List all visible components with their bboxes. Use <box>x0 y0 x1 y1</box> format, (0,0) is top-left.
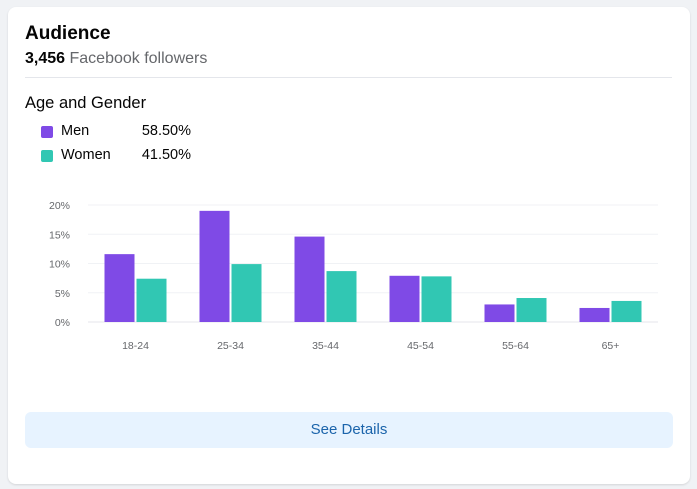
bar-women-35-44[interactable] <box>326 271 357 322</box>
followers-summary: 3,456 Facebook followers <box>25 50 207 68</box>
y-tick-label: 10% <box>49 259 70 271</box>
y-tick-label: 20% <box>49 200 70 212</box>
divider <box>25 77 672 78</box>
bar-men-35-44[interactable] <box>294 236 325 322</box>
legend-item-women: Women 41.50% <box>41 147 201 171</box>
x-tick-label: 18-24 <box>122 340 149 352</box>
x-tick-label: 45-54 <box>407 340 434 352</box>
bar-men-18-24[interactable] <box>104 254 135 322</box>
card-title: Audience <box>25 23 111 44</box>
x-tick-label: 55-64 <box>502 340 529 352</box>
x-tick-label: 25-34 <box>217 340 244 352</box>
legend-label-men: Men <box>61 123 90 139</box>
legend-swatch-women <box>41 150 53 162</box>
chart-legend: Men 58.50% Women 41.50% <box>41 123 201 171</box>
y-tick-label: 0% <box>55 317 70 329</box>
bar-men-65+[interactable] <box>579 307 610 322</box>
bar-men-55-64[interactable] <box>484 304 515 322</box>
bar-women-55-64[interactable] <box>516 298 547 322</box>
bar-women-65+[interactable] <box>611 300 642 322</box>
audience-card: Audience 3,456 Facebook followers Age an… <box>8 7 690 484</box>
legend-label-women: Women <box>61 147 111 163</box>
section-title: Age and Gender <box>25 94 147 112</box>
legend-pct-men: 58.50% <box>141 123 191 139</box>
y-tick-label: 15% <box>49 229 70 241</box>
bar-women-45-54[interactable] <box>421 276 452 322</box>
see-details-button[interactable]: See Details <box>25 412 673 448</box>
legend-item-men: Men 58.50% <box>41 123 201 147</box>
followers-count: 3,456 <box>25 50 66 67</box>
x-tick-label: 65+ <box>602 340 620 352</box>
age-gender-bar-chart: 0% 5% 10% 15% 20% 18-24 25-34 35-44 45-54 55-64 65… <box>49 200 658 352</box>
bar-men-25-34[interactable] <box>199 210 230 322</box>
x-tick-label: 35-44 <box>312 340 339 352</box>
bar-men-45-54[interactable] <box>389 275 420 322</box>
legend-swatch-men <box>41 126 53 138</box>
bar-women-25-34[interactable] <box>231 264 262 322</box>
followers-label: Facebook followers <box>69 50 208 67</box>
legend-pct-women: 41.50% <box>141 147 191 163</box>
y-tick-label: 5% <box>55 288 70 300</box>
bar-women-18-24[interactable] <box>136 278 167 322</box>
